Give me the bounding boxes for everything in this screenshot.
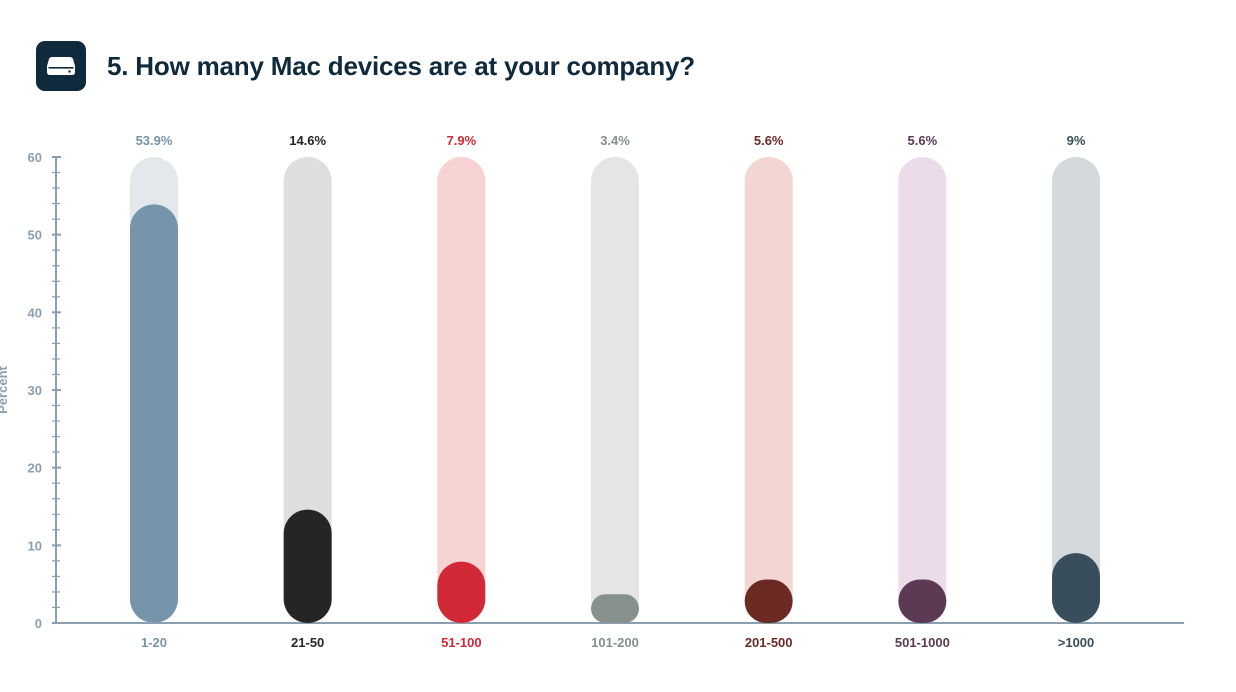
bar <box>744 579 793 623</box>
y-tick-label: 60 <box>28 150 42 165</box>
bar <box>437 561 486 623</box>
page-title: 5. How many Mac devices are at your comp… <box>107 50 695 81</box>
bar <box>898 579 947 623</box>
chart-header: 5. How many Mac devices are at your comp… <box>36 41 695 91</box>
x-tick-label: 101-200 <box>591 635 639 650</box>
bar-track <box>283 157 332 623</box>
bar-track <box>898 157 947 623</box>
x-tick-label: 51-100 <box>441 635 481 650</box>
y-tick-label: 30 <box>28 383 42 398</box>
y-tick-label: 50 <box>28 228 42 243</box>
x-tick-label: 201-500 <box>745 635 793 650</box>
bar <box>1052 553 1101 623</box>
x-tick-label: 21-50 <box>291 635 324 650</box>
y-tick-label: 40 <box>28 305 42 320</box>
data-label: 14.6% <box>289 133 326 148</box>
x-tick-label: 1-20 <box>141 635 167 650</box>
data-label: 53.9% <box>136 133 173 148</box>
bar <box>591 594 640 623</box>
y-tick-label: 0 <box>35 616 42 631</box>
data-label: 5.6% <box>908 133 938 148</box>
bar-track <box>1052 157 1101 623</box>
mac-mini-icon <box>36 41 86 91</box>
bar-track <box>744 157 793 623</box>
bar <box>130 204 178 624</box>
data-label: 9% <box>1067 133 1086 148</box>
bar-track <box>437 157 486 623</box>
x-tick-label: 501-1000 <box>895 635 950 650</box>
data-label: 7.9% <box>447 133 477 148</box>
bar-track <box>591 157 640 623</box>
y-tick-label: 10 <box>28 538 42 553</box>
x-tick-label: >1000 <box>1058 635 1095 650</box>
data-label: 3.4% <box>600 133 630 148</box>
y-axis-label: Percent <box>0 365 10 413</box>
y-tick-label: 20 <box>28 461 42 476</box>
bar <box>283 509 332 623</box>
data-label: 5.6% <box>754 133 784 148</box>
